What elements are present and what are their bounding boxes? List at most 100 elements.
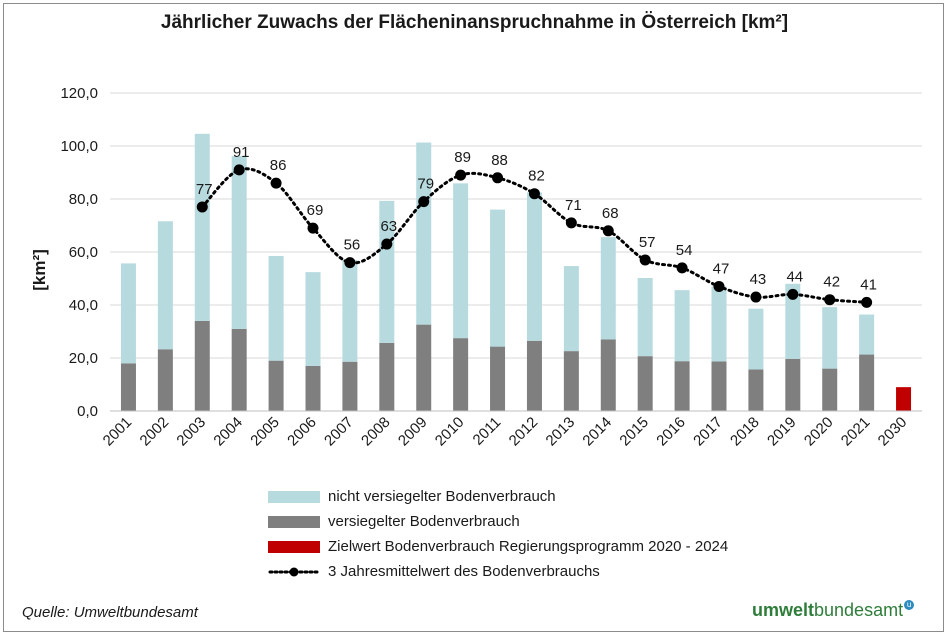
bar-nicht-versiegelt <box>526 192 542 341</box>
mean-point <box>196 201 208 213</box>
mean-data-label: 71 <box>565 197 582 214</box>
legend-item-mittelwert: 3 Jahresmittelwert des Bodenverbrauchs <box>268 559 728 584</box>
bar-versiegelt <box>822 368 838 411</box>
bar-nicht-versiegelt <box>563 266 579 352</box>
bar-versiegelt <box>600 339 616 411</box>
bar-versiegelt <box>342 361 358 411</box>
bar-versiegelt <box>748 369 764 411</box>
legend-item-versiegelt: versiegelter Bodenverbrauch <box>268 509 728 534</box>
x-tick-label: 2012 <box>506 414 542 450</box>
mean-point <box>824 294 836 306</box>
bar-versiegelt <box>674 361 690 411</box>
bar-zielwert <box>896 387 912 411</box>
mean-point <box>602 225 614 237</box>
x-tick-label: 2011 <box>470 414 505 449</box>
mean-data-label: 43 <box>750 271 767 288</box>
legend-swatch-mittelwert <box>268 567 320 576</box>
mean-point <box>270 177 282 189</box>
mean-data-label: 63 <box>380 218 397 235</box>
mean-data-label: 42 <box>823 274 840 291</box>
x-tick-label: 2014 <box>579 414 615 450</box>
legend-label: 3 Jahresmittelwert des Bodenverbrauchs <box>328 563 600 580</box>
mean-data-label: 88 <box>491 152 508 169</box>
x-tick-label: 2013 <box>543 414 579 450</box>
bar-nicht-versiegelt <box>674 290 690 362</box>
umweltbundesamt-logo: umweltbundesamt u <box>752 600 915 621</box>
mean-point <box>713 280 725 292</box>
x-tick-label: 2006 <box>284 414 320 450</box>
mean-data-label: 54 <box>676 242 693 259</box>
x-tick-label: 2030 <box>875 414 911 450</box>
legend: nicht versiegelter Bodenverbrauch versie… <box>268 484 728 584</box>
mean-data-label: 44 <box>786 268 803 285</box>
legend-swatch-nicht-versiegelt <box>268 490 320 503</box>
bar-nicht-versiegelt <box>231 156 247 329</box>
mean-point <box>418 196 430 208</box>
bar-nicht-versiegelt <box>453 183 469 339</box>
mean-point <box>528 188 540 200</box>
x-tick-label: 2005 <box>247 414 283 450</box>
bar-versiegelt <box>526 340 542 411</box>
bar-nicht-versiegelt <box>711 286 727 362</box>
bar-nicht-versiegelt <box>859 314 875 355</box>
x-tick-label: 2017 <box>690 414 726 450</box>
mean-point <box>307 222 319 234</box>
x-tick-label: 2003 <box>173 414 209 450</box>
x-tick-label: 2020 <box>801 414 837 450</box>
mean-data-label: 82 <box>528 168 545 185</box>
mean-data-label: 89 <box>454 149 471 166</box>
y-tick-label: 0,0 <box>77 403 98 420</box>
bar-nicht-versiegelt <box>416 142 432 325</box>
bar-versiegelt <box>157 349 173 411</box>
bar-nicht-versiegelt <box>748 308 764 370</box>
x-tick-label: 2007 <box>321 414 357 450</box>
mean-data-label: 41 <box>860 276 877 293</box>
x-tick-label: 2015 <box>616 414 652 450</box>
bar-nicht-versiegelt <box>637 277 653 357</box>
logo-part2: bundesamt <box>814 600 904 620</box>
mean-point <box>676 262 688 274</box>
bar-nicht-versiegelt <box>822 307 838 369</box>
bar-nicht-versiegelt <box>600 237 616 340</box>
x-tick-label: 2016 <box>653 414 689 450</box>
x-tick-label: 2021 <box>838 414 874 450</box>
bar-versiegelt <box>711 361 727 411</box>
bar-versiegelt <box>785 358 801 411</box>
mean-point <box>381 238 393 250</box>
bar-versiegelt <box>268 360 284 411</box>
bar-versiegelt <box>859 354 875 411</box>
bar-versiegelt <box>637 356 653 411</box>
x-tick-label: 2019 <box>764 414 800 450</box>
mean-point <box>787 288 799 300</box>
mean-point <box>233 164 245 176</box>
x-tick-label: 2002 <box>137 414 173 450</box>
mean-point <box>639 254 651 266</box>
bar-versiegelt <box>453 338 469 411</box>
legend-swatch-zielwert <box>268 540 320 553</box>
x-tick-label: 2004 <box>210 414 246 450</box>
bar-versiegelt <box>563 351 579 411</box>
x-tick-label: 2001 <box>100 414 136 450</box>
mean-data-label: 68 <box>602 205 619 222</box>
bar-nicht-versiegelt <box>305 272 321 366</box>
x-tick-label: 2009 <box>395 414 431 450</box>
legend-item-zielwert: Zielwert Bodenverbrauch Regierungsprogra… <box>268 534 728 559</box>
mean-point <box>565 217 577 229</box>
mean-point <box>344 257 356 269</box>
bar-versiegelt <box>416 324 432 411</box>
bar-versiegelt <box>120 363 136 411</box>
bar-versiegelt <box>305 365 321 411</box>
mean-point <box>861 296 873 308</box>
y-tick-label: 20,0 <box>69 350 98 367</box>
bar-nicht-versiegelt <box>379 200 395 343</box>
y-tick-label: 100,0 <box>60 138 98 155</box>
mean-point <box>455 169 467 181</box>
mean-data-label: 56 <box>344 237 361 254</box>
mean-data-label: 91 <box>233 144 250 161</box>
mean-point <box>750 291 762 303</box>
bar-nicht-versiegelt <box>157 221 173 350</box>
y-tick-label: 120,0 <box>60 85 98 102</box>
x-tick-label: 2008 <box>358 414 394 450</box>
bar-versiegelt <box>379 342 395 411</box>
